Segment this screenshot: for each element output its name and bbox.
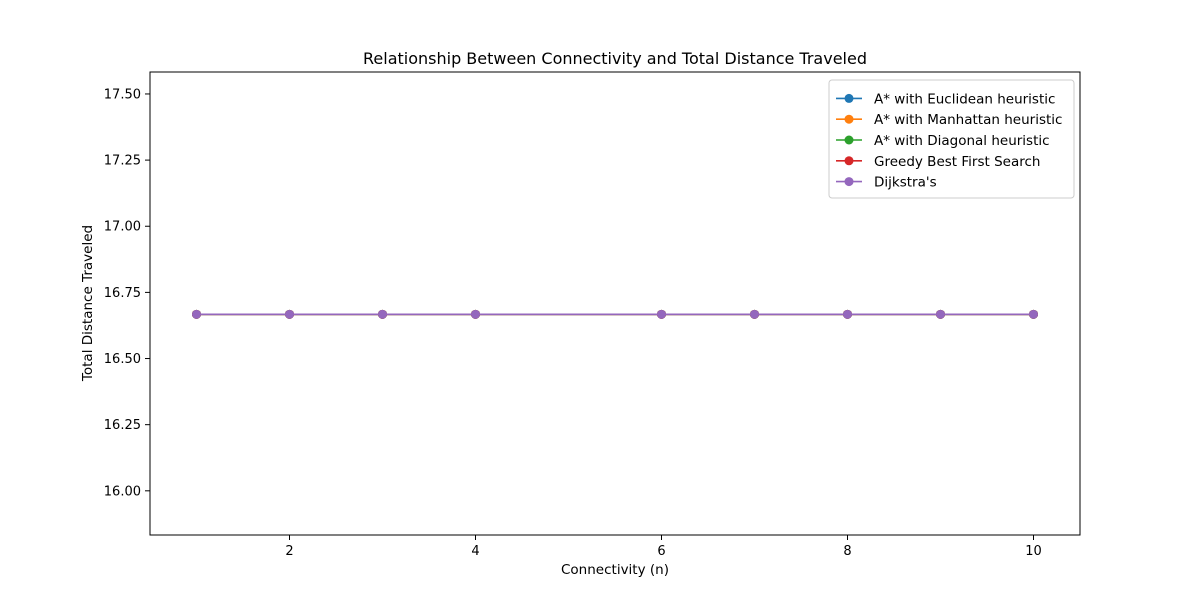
- y-tick-label: 17.25: [104, 154, 141, 169]
- legend-label: A* with Euclidean heuristic: [874, 91, 1055, 107]
- x-tick-label: 6: [657, 544, 665, 559]
- data-point: [192, 309, 201, 319]
- data-point: [657, 309, 666, 319]
- series-4: [192, 309, 1038, 319]
- x-tick-label: 4: [471, 544, 479, 559]
- data-point: [285, 309, 294, 319]
- legend-item: A* with Diagonal heuristic: [836, 133, 1050, 149]
- legend-swatch-marker: [844, 135, 854, 145]
- legend-swatch-marker: [844, 114, 854, 124]
- data-point: [471, 309, 480, 319]
- data-point: [750, 309, 759, 319]
- x-axis-label: Connectivity (n): [561, 562, 669, 578]
- x-tick-label: 2: [285, 544, 293, 559]
- data-point: [843, 309, 852, 319]
- y-tick-label: 17.00: [104, 220, 141, 235]
- y-tick-label: 16.25: [104, 418, 141, 433]
- legend-swatch-marker: [844, 177, 854, 187]
- plot-area: [192, 309, 1038, 319]
- y-tick-label: 16.50: [104, 352, 141, 367]
- y-axis-label: Total Distance Traveled: [80, 225, 96, 382]
- data-point: [378, 309, 387, 319]
- chart-title: Relationship Between Connectivity and To…: [363, 49, 867, 68]
- plot-frame: [149, 71, 1081, 536]
- y-tick-label: 16.75: [104, 286, 141, 301]
- x-axis: 2 4 6 8 10: [285, 535, 1042, 559]
- legend-label: A* with Manhattan heuristic: [874, 112, 1062, 128]
- y-tick-label: 16.00: [104, 484, 141, 499]
- y-tick-label: 17.50: [104, 87, 141, 102]
- data-point: [1029, 309, 1038, 319]
- legend-label: A* with Diagonal heuristic: [874, 133, 1050, 149]
- legend: A* with Euclidean heuristic A* with Manha…: [828, 79, 1075, 199]
- legend-item: A* with Euclidean heuristic: [836, 91, 1055, 107]
- y-axis: 16.00 16.25 16.50 16.75 17.00 17.25 17.50: [104, 87, 150, 499]
- legend-box: [828, 79, 1075, 199]
- x-tick-label: 8: [843, 544, 851, 559]
- legend-label: Dijkstra's: [874, 175, 937, 191]
- x-tick-label: 10: [1025, 544, 1042, 559]
- data-point: [936, 309, 945, 319]
- legend-item: A* with Manhattan heuristic: [836, 112, 1062, 128]
- legend-item: Dijkstra's: [836, 175, 937, 191]
- legend-label: Greedy Best First Search: [874, 154, 1040, 170]
- legend-swatch-marker: [844, 156, 854, 166]
- legend-item: Greedy Best First Search: [836, 154, 1040, 170]
- legend-swatch-marker: [844, 93, 854, 103]
